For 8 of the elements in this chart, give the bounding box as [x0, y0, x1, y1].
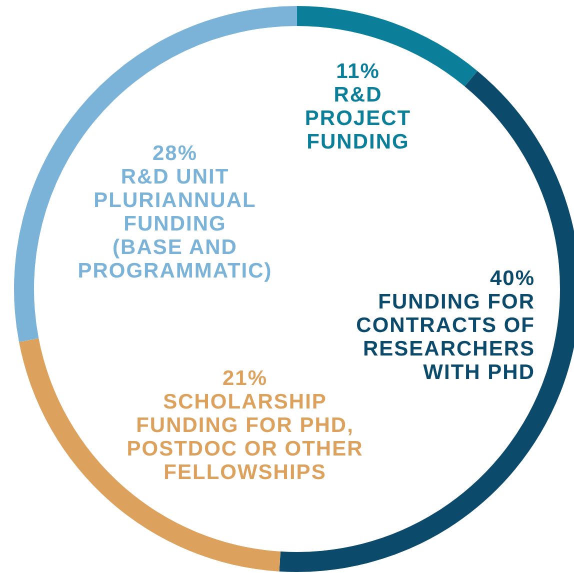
data-label: 11%	[336, 60, 380, 83]
data-label: 21%	[222, 367, 268, 390]
data-label: 28%	[152, 142, 198, 165]
slice-label: R&D UNIT PLURIANNUAL FUNDING (BASE AND PROGRAMMATIC)	[78, 166, 272, 282]
slice-label: R&D PROJECT FUNDING	[304, 84, 412, 154]
data-label: 40%	[490, 267, 535, 290]
slice-label: SCHOLARSHIP FUNDING FOR PHD, POSTDOC OR OTHER FELLOWSHIPS	[126, 390, 364, 484]
slice-label: FUNDING FOR CONTRACTS OF RESEARCHERS WITH PHD	[356, 290, 535, 384]
